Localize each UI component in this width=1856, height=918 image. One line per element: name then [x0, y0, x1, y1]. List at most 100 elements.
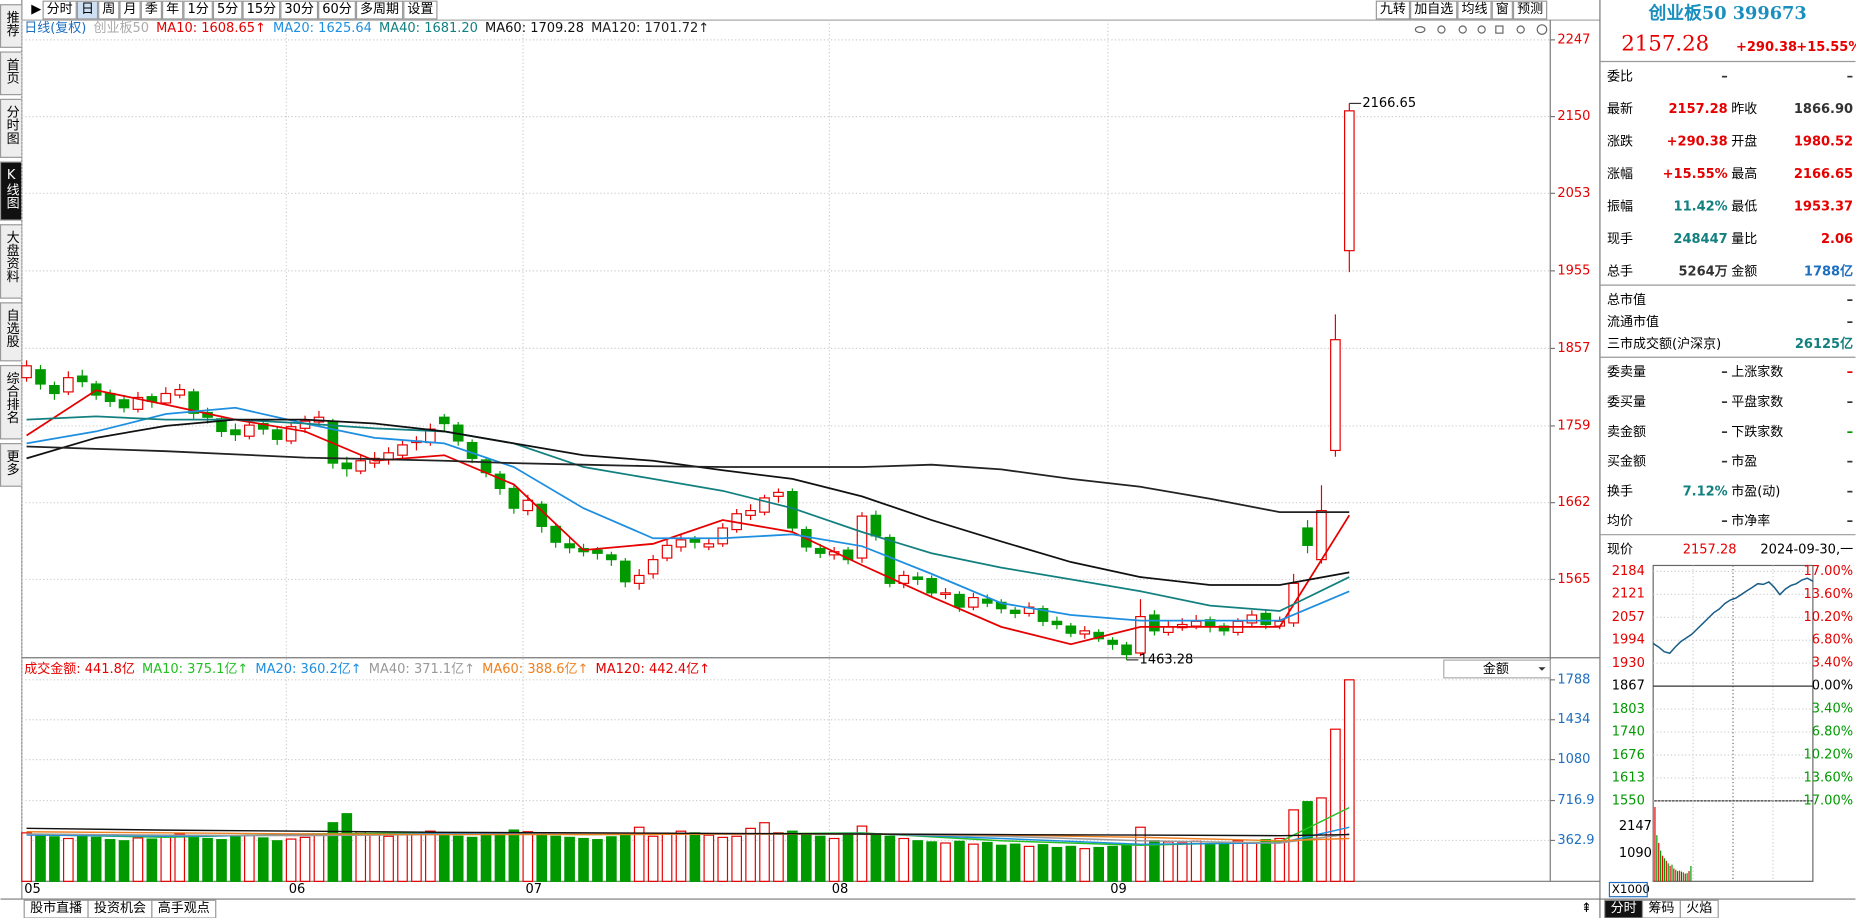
scroll-top-icon[interactable]: ⇞ — [1581, 901, 1592, 916]
sidebar-tab[interactable] — [0, 4, 23, 48]
candle-body — [647, 559, 659, 575]
period-button[interactable] — [242, 0, 281, 20]
period-button-label[interactable]: 60分 — [322, 2, 352, 17]
intraday-y-label: 1803 — [1612, 702, 1645, 717]
volume-bar — [1176, 842, 1188, 882]
bottom-tab-label[interactable]: 投资机会 — [94, 900, 146, 916]
icon[interactable] — [1414, 26, 1426, 34]
sidebar-tab[interactable] — [0, 302, 23, 362]
volume-bar — [1302, 801, 1313, 882]
intraday-tab-label[interactable]: 分时 — [1611, 901, 1637, 916]
period-button-label[interactable]: 1分 — [187, 2, 208, 17]
period-button[interactable] — [280, 0, 319, 20]
period-button-label[interactable]: 年 — [166, 2, 179, 17]
period-button-label[interactable]: 日 — [81, 2, 94, 17]
quote-value: – — [1721, 425, 1728, 440]
sidebar-tab-label[interactable]: K线图 — [4, 168, 20, 209]
period-button[interactable] — [403, 0, 438, 20]
sidebar-tab-label[interactable]: 综合排名 — [4, 371, 20, 423]
period-button[interactable] — [183, 0, 213, 20]
tool-button-label[interactable]: 预测 — [1517, 2, 1543, 17]
tool-button-label[interactable]: 加自选 — [1414, 2, 1453, 17]
candle-body — [1246, 614, 1258, 624]
bottom-tab[interactable] — [151, 899, 217, 918]
volume-bar — [1204, 843, 1216, 882]
period-button-label[interactable]: 15分 — [247, 2, 277, 17]
bottom-tab-label[interactable]: 高手观点 — [158, 900, 210, 916]
sidebar-tab-label[interactable]: 推荐 — [4, 11, 20, 37]
icon[interactable] — [1458, 25, 1467, 34]
icon[interactable] — [1437, 25, 1446, 34]
volume-bar — [90, 836, 102, 882]
volume-bar — [230, 836, 241, 882]
period-button[interactable] — [162, 0, 184, 20]
period-button[interactable] — [76, 0, 99, 20]
intraday-y-label: 1930 — [1612, 656, 1645, 671]
icon[interactable] — [1495, 25, 1504, 34]
unit-box — [1608, 881, 1648, 898]
selector-box[interactable] — [1443, 659, 1551, 679]
sidebar-tab-label[interactable]: 大盘资料 — [4, 231, 20, 283]
period-button[interactable] — [119, 0, 141, 20]
candle-body — [76, 375, 88, 383]
quote-value: – — [1847, 484, 1853, 499]
y-tick-label: 1955 — [1557, 263, 1590, 278]
sidebar-tab-label[interactable]: 更多 — [4, 450, 20, 476]
candle-body — [1260, 612, 1272, 626]
intraday-y2-label: 3.40% — [1812, 702, 1853, 717]
quote-label: 最低 — [1731, 200, 1757, 215]
icon[interactable] — [1516, 25, 1525, 34]
period-button-label[interactable]: 季 — [145, 2, 158, 17]
selector-arrow[interactable] — [1538, 667, 1546, 671]
candle-body — [1079, 630, 1091, 635]
sidebar-tab[interactable] — [0, 364, 23, 440]
sidebar-tab-label[interactable]: 自选股 — [4, 309, 20, 349]
x-tick-label: 05 — [24, 882, 41, 897]
intraday-tab-label[interactable]: 筹码 — [1648, 900, 1674, 916]
period-button[interactable] — [355, 0, 404, 20]
tool-button[interactable] — [1512, 0, 1548, 20]
period-button-label[interactable]: 月 — [124, 2, 137, 17]
quote-value: – — [1721, 514, 1728, 529]
period-button[interactable] — [140, 0, 163, 20]
period-button-label[interactable]: 分时 — [47, 2, 73, 17]
selector-label[interactable]: 金额 — [1483, 661, 1509, 677]
intraday-tab[interactable] — [1679, 899, 1719, 918]
quote-value: 5264万 — [1679, 265, 1728, 280]
volume-bar — [703, 834, 715, 882]
quote-value: 1953.37 — [1794, 200, 1853, 215]
period-button-label[interactable]: 多周期 — [360, 1, 399, 17]
period-button[interactable] — [212, 0, 243, 20]
icon[interactable] — [1536, 24, 1548, 35]
sidebar-tab-label[interactable]: 分时图 — [4, 105, 20, 144]
bottom-tab-label[interactable]: 股市直播 — [30, 900, 82, 916]
period-button[interactable] — [42, 0, 77, 20]
tool-button-label[interactable]: 均线 — [1461, 2, 1487, 17]
toolbar-icon[interactable]: ▶| — [31, 2, 45, 17]
candle-body — [21, 365, 32, 379]
candle-body — [341, 462, 353, 470]
sidebar-tab[interactable] — [0, 98, 23, 158]
volume-bar — [480, 834, 492, 882]
intraday-y2-label: 17.00% — [1804, 793, 1854, 808]
period-button[interactable] — [98, 0, 120, 20]
period-button[interactable] — [318, 0, 356, 20]
quote-label: 市净率 — [1731, 513, 1770, 529]
tool-button[interactable] — [1410, 0, 1458, 20]
tool-button[interactable] — [1375, 0, 1411, 20]
period-button-label[interactable]: 5分 — [217, 2, 238, 17]
quote-label: 换手 — [1607, 484, 1633, 499]
tool-button-label[interactable]: 窗 — [1496, 1, 1509, 17]
period-button-label[interactable]: 周 — [102, 2, 115, 17]
sidebar-tab-label[interactable]: 首页 — [4, 58, 20, 84]
intraday-label: 现价 — [1607, 543, 1633, 558]
quote-label: 委买量 — [1607, 395, 1646, 410]
tool-button[interactable] — [1491, 0, 1513, 20]
period-button-label[interactable]: 30分 — [284, 2, 314, 17]
tool-button[interactable] — [1457, 0, 1492, 20]
volume-bar — [76, 835, 88, 882]
icon[interactable] — [1477, 25, 1486, 34]
tool-button-label[interactable]: 九转 — [1380, 2, 1406, 17]
intraday-tab-label[interactable]: 火焰 — [1686, 901, 1712, 916]
period-button-label[interactable]: 设置 — [407, 2, 433, 17]
